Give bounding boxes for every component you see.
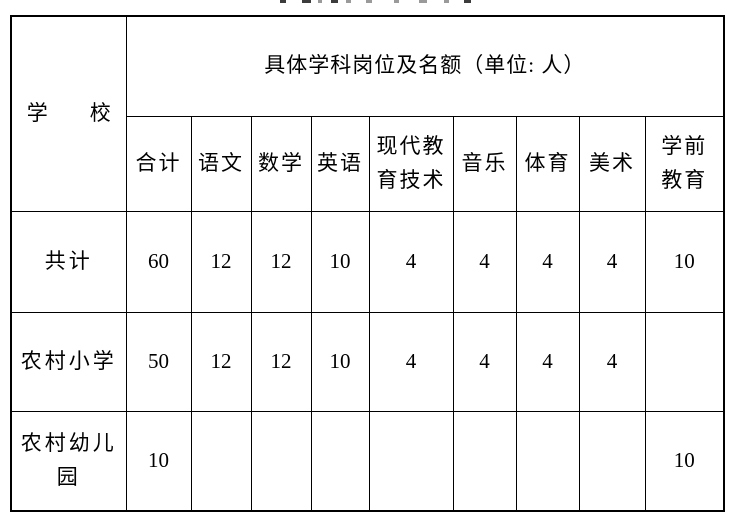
- column-header-label: 合计: [135, 150, 182, 175]
- table-cell: 10: [644, 210, 725, 313]
- table-cell: 4: [515, 210, 580, 313]
- column-header-label: 学前教育: [661, 133, 708, 192]
- column-header-preschool: 学前教育: [644, 115, 725, 212]
- column-header-label: 英语: [317, 150, 363, 175]
- column-header-label: 数学: [258, 150, 304, 175]
- table-cell: 12: [250, 311, 312, 412]
- column-header-pe: 体育: [515, 115, 580, 212]
- column-header-english: 英语: [310, 115, 370, 212]
- row-label-grand-total: 共计: [10, 210, 127, 313]
- table-cell: [515, 410, 580, 512]
- table-cell: 10: [310, 210, 370, 313]
- column-header-label: 语文: [198, 150, 244, 175]
- column-header-label: 音乐: [461, 150, 508, 175]
- cropped-title-fragments: [0, 0, 729, 6]
- column-header-art: 美术: [578, 115, 646, 212]
- row-label-rural-primary-school: 农村小学: [10, 311, 127, 412]
- column-header-label: 体育: [524, 150, 571, 175]
- column-header-music: 音乐: [452, 115, 517, 212]
- table-cell: 4: [515, 311, 580, 412]
- table-cell: 10: [644, 410, 725, 512]
- table-row-rural-primary-school: 农村小学 50 12 12 10 4 4 4 4: [10, 311, 725, 412]
- recruitment-quota-table: 学 校 具体学科岗位及名额（单位: 人） 合计 语文 数学 英语 现代教育技术 …: [10, 15, 726, 512]
- table-row-rural-kindergarten: 农村幼儿园 10 10: [10, 410, 725, 512]
- table-cell: [452, 410, 517, 512]
- table-cell: 4: [578, 210, 646, 313]
- column-header-label: 现代教育技术: [376, 133, 446, 192]
- table-cell: [250, 410, 312, 512]
- column-header-modern-edu-tech: 现代教育技术: [368, 115, 454, 212]
- column-header-label: 美术: [589, 150, 635, 175]
- table-cell: [190, 410, 252, 512]
- table-cell: 4: [368, 311, 454, 412]
- table-cell: 60: [125, 210, 192, 313]
- column-header-math: 数学: [250, 115, 312, 212]
- table-cell: 4: [368, 210, 454, 313]
- column-header-total: 合计: [125, 115, 192, 212]
- table-cell: 4: [452, 311, 517, 412]
- table-cell: [310, 410, 370, 512]
- table-cell: 10: [125, 410, 192, 512]
- table-cell: 12: [190, 311, 252, 412]
- table-cell: 50: [125, 311, 192, 412]
- table-cell: 12: [190, 210, 252, 313]
- table-row-grand-total: 共计 60 12 12 10 4 4 4 4 10: [10, 210, 725, 313]
- column-header-chinese: 语文: [190, 115, 252, 212]
- table-cell: 4: [578, 311, 646, 412]
- group-header-subject-quota: 具体学科岗位及名额（单位: 人）: [125, 15, 725, 117]
- table-cell: 12: [250, 210, 312, 313]
- row-label-rural-kindergarten: 农村幼儿园: [10, 410, 127, 512]
- table-cell: [368, 410, 454, 512]
- table-cell: [644, 311, 725, 412]
- table-cell: 4: [452, 210, 517, 313]
- table-cell: 10: [310, 311, 370, 412]
- corner-header-school: 学 校: [10, 15, 127, 212]
- table-cell: [578, 410, 646, 512]
